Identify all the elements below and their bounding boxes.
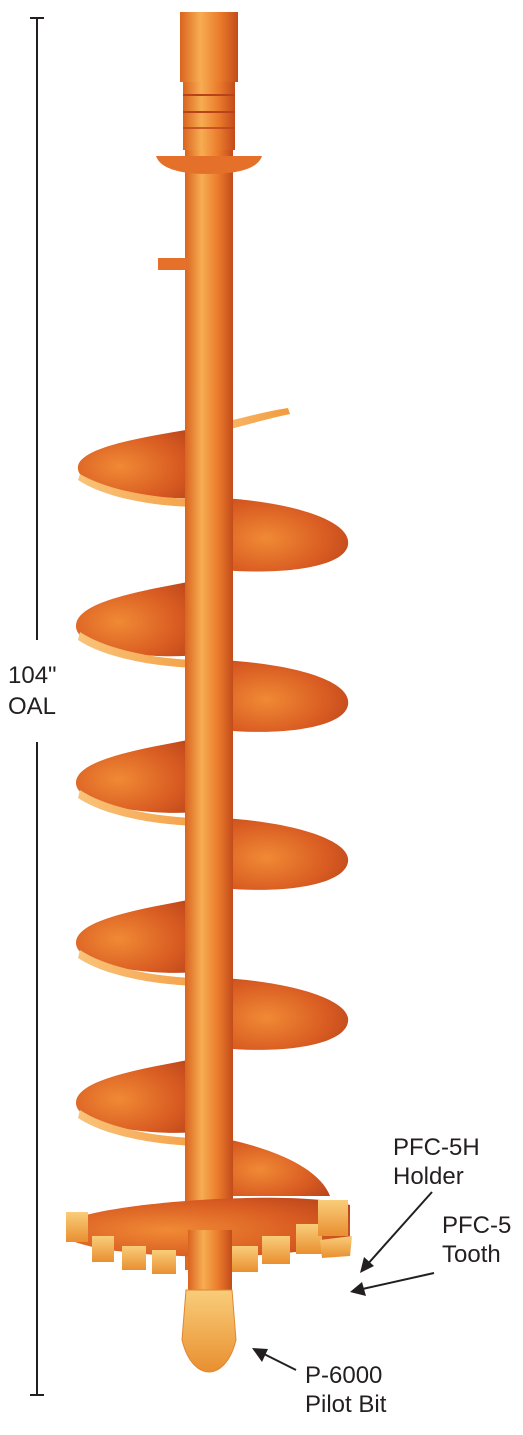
overall-length-dimension: [30, 17, 44, 1396]
pilot-bit-part-number: P-6000: [305, 1362, 383, 1389]
flight-5: [75, 738, 198, 813]
pilot-bit-part-name: Pilot Bit: [305, 1391, 387, 1418]
tooth-part-name: Tooth: [442, 1241, 501, 1268]
dimension-value: 104": [8, 662, 57, 689]
shaft-pin: [158, 258, 188, 270]
callout-arrows: [252, 1191, 435, 1371]
holder-arrow-head: [360, 1257, 374, 1273]
flight-1: [77, 428, 198, 499]
pilot-arrow-line: [259, 1351, 297, 1371]
tooth-arrow-head: [350, 1282, 366, 1296]
dimension-label: OAL: [8, 693, 57, 720]
drive-head: [180, 12, 238, 150]
holder-part-name: Holder: [393, 1163, 464, 1190]
flight-6: [222, 818, 349, 890]
holder-teeth-right: [232, 1200, 352, 1272]
tooth-part-number: PFC-5: [442, 1212, 512, 1239]
tooth-arrow-line: [357, 1272, 435, 1291]
auger: [66, 12, 352, 1373]
flight-8: [222, 978, 349, 1050]
flight-2: [222, 498, 349, 572]
flight-10: [222, 1138, 330, 1196]
cutting-head-hub: [188, 1230, 232, 1290]
flight-9: [75, 1058, 198, 1133]
cutting-head: [66, 1197, 352, 1290]
drive-head-lower: [183, 82, 235, 150]
holder-part-number: PFC-5H: [393, 1134, 480, 1161]
flight-3: [75, 580, 198, 657]
shaft-collar: [156, 156, 262, 174]
pilot-bit: [181, 1289, 237, 1373]
drive-head-upper: [180, 12, 238, 82]
auger-shaft: [185, 150, 233, 1270]
holder-teeth-left: [66, 1212, 176, 1274]
holder-arrow-line: [365, 1191, 433, 1267]
flight-7: [75, 898, 198, 973]
pilot-arrow-head: [252, 1348, 268, 1362]
flight-4: [222, 660, 349, 732]
